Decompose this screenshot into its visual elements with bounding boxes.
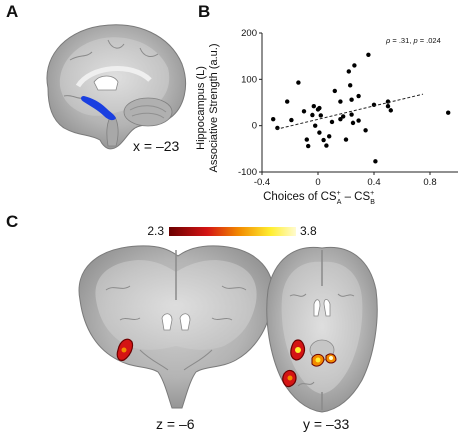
data-point bbox=[317, 105, 322, 111]
data-point bbox=[318, 113, 323, 118]
y-tick-label: 100 bbox=[241, 74, 257, 85]
trend-line bbox=[275, 93, 424, 130]
data-point bbox=[304, 137, 309, 142]
data-point bbox=[313, 123, 318, 128]
y-axis-label-line1: Hippocampus (L) bbox=[195, 66, 207, 150]
data-point bbox=[338, 116, 343, 122]
data-point bbox=[338, 99, 343, 104]
colorbar-min-label: 2.3 bbox=[147, 224, 164, 238]
data-point bbox=[301, 109, 307, 114]
data-point bbox=[385, 104, 391, 109]
data-point bbox=[317, 130, 322, 135]
x-tick-label: 0.4 bbox=[367, 177, 380, 188]
panel-a-letter: A bbox=[6, 2, 19, 21]
correlation-annotation: ρ = .31, p = .024 bbox=[385, 36, 441, 45]
data-point bbox=[446, 110, 451, 115]
axial-coordinate-label: y = –33 bbox=[303, 416, 350, 432]
data-point bbox=[289, 117, 294, 123]
data-point bbox=[285, 99, 290, 104]
data-point bbox=[271, 116, 276, 122]
data-point bbox=[349, 112, 354, 117]
data-point bbox=[306, 143, 311, 149]
scatter-points bbox=[271, 52, 451, 164]
x-axis-label: Choices of CS+ A – CS+ B bbox=[263, 190, 375, 206]
data-point bbox=[352, 63, 357, 68]
data-point bbox=[346, 69, 351, 74]
y-tick-labels: -100 0 100 200 bbox=[238, 28, 257, 178]
coronal-brain bbox=[78, 245, 274, 409]
data-point bbox=[311, 104, 316, 109]
data-point bbox=[332, 88, 337, 94]
data-point bbox=[349, 97, 354, 102]
x-tick-label: -0.4 bbox=[254, 177, 270, 188]
data-point bbox=[350, 120, 356, 126]
y-tick-label: 200 bbox=[241, 28, 257, 39]
colorbar-max-label: 3.8 bbox=[300, 224, 317, 238]
data-point bbox=[321, 137, 326, 143]
x-tick-labels: -0.4 0 0.4 0.8 bbox=[254, 177, 437, 188]
data-point bbox=[343, 137, 349, 142]
data-point bbox=[366, 52, 371, 57]
axial-brain bbox=[266, 246, 378, 413]
data-point bbox=[296, 80, 301, 85]
y-tick-label: 0 bbox=[252, 121, 257, 132]
data-point bbox=[329, 119, 335, 125]
data-point bbox=[373, 159, 378, 164]
axial-activation bbox=[282, 339, 337, 388]
data-point bbox=[341, 114, 346, 119]
scatter-axes bbox=[259, 32, 458, 175]
x-tick-label: 0 bbox=[315, 177, 320, 188]
coronal-coordinate-label: z = –6 bbox=[156, 416, 195, 432]
hippocampus-seed bbox=[81, 96, 116, 121]
sagittal-brain bbox=[46, 24, 186, 150]
data-point bbox=[356, 118, 361, 123]
data-point bbox=[363, 128, 368, 133]
panel-b-letter: B bbox=[198, 2, 211, 21]
data-point bbox=[327, 134, 332, 139]
y-tick-label: -100 bbox=[238, 167, 257, 178]
data-point bbox=[388, 108, 393, 113]
x-tick-label: 0.8 bbox=[423, 177, 436, 188]
data-point bbox=[348, 83, 353, 88]
sagittal-coordinate-label: x = –23 bbox=[133, 138, 180, 154]
data-point bbox=[324, 143, 329, 148]
data-point bbox=[310, 112, 315, 118]
data-point bbox=[356, 93, 361, 99]
panel-c-letter: C bbox=[6, 212, 19, 231]
y-axis-label-line2: Associative Strength (a.u.) bbox=[208, 43, 220, 172]
colorbar-gradient bbox=[169, 227, 296, 236]
